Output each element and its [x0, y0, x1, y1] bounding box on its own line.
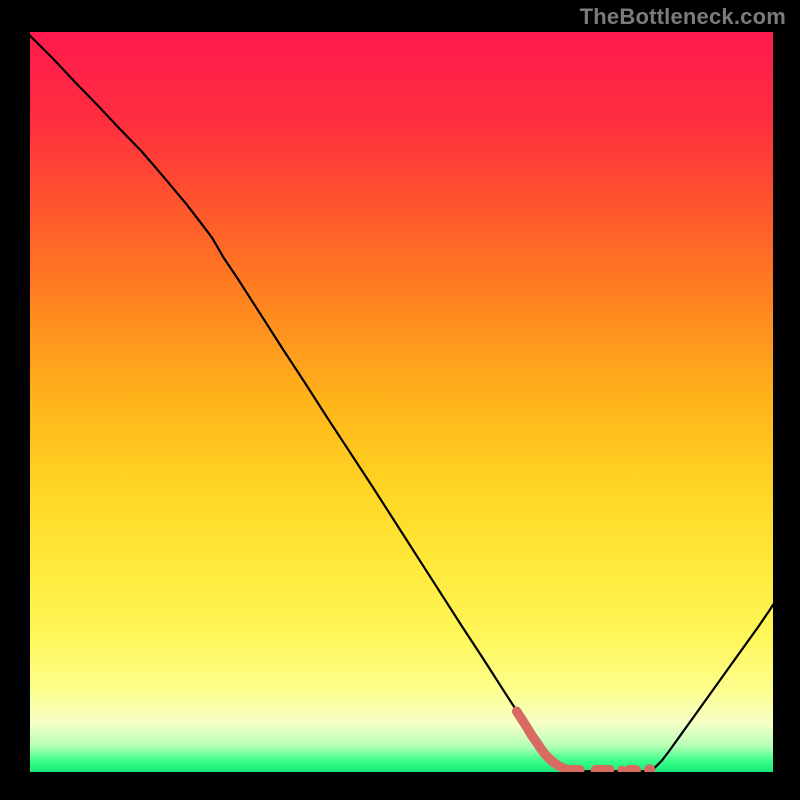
chart-stage: TheBottleneck.com	[0, 0, 800, 800]
plot-area	[30, 32, 773, 772]
plot-svg	[30, 32, 773, 772]
gradient-background	[30, 32, 773, 772]
watermark-text: TheBottleneck.com	[580, 4, 786, 30]
